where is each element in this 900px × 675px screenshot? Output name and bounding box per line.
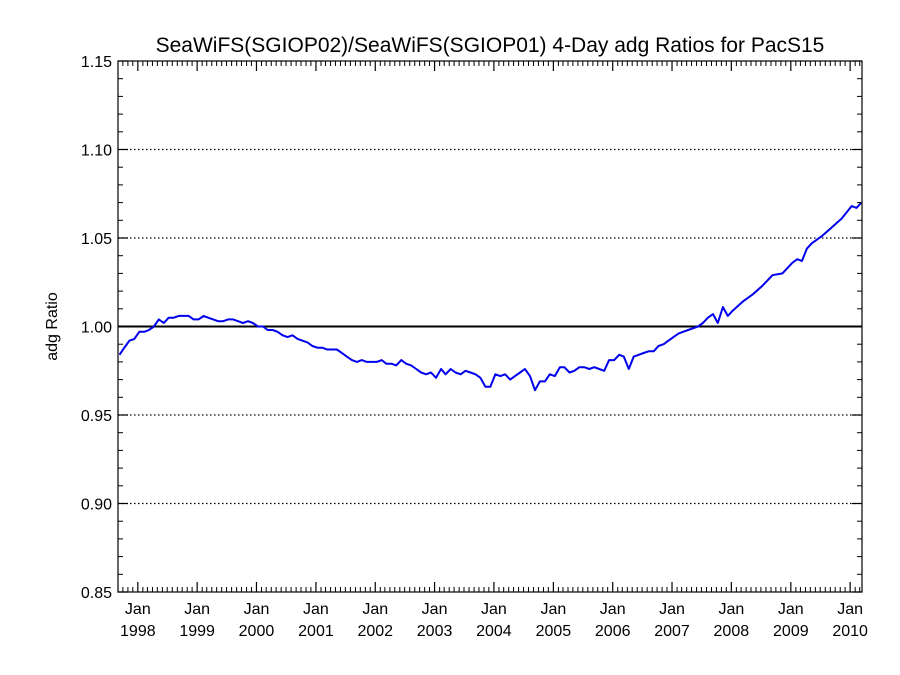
- x-tick-year-1: 1999: [179, 623, 215, 640]
- x-tick-month-0: Jan: [125, 601, 151, 618]
- y-tick-label-4: 1.05: [81, 231, 112, 248]
- y-tick-label-6: 1.15: [81, 54, 112, 71]
- x-tick-month-10: Jan: [718, 601, 744, 618]
- x-tick-year-3: 2001: [298, 623, 334, 640]
- x-tick-year-4: 2002: [357, 623, 393, 640]
- x-tick-month-8: Jan: [600, 601, 626, 618]
- x-tick-year-12: 2010: [832, 623, 868, 640]
- y-tick-label-2: 0.95: [81, 408, 112, 425]
- x-tick-year-2: 2000: [239, 623, 275, 640]
- x-tick-year-9: 2007: [654, 623, 690, 640]
- x-tick-month-12: Jan: [837, 601, 863, 618]
- x-axis: Jan 1998 Jan 1999 Jan 2000 Jan 2001 Jan 2002 Jan 20…: [117, 61, 868, 640]
- y-tick-label-3: 1.00: [81, 320, 112, 337]
- x-tick-month-1: Jan: [184, 601, 210, 618]
- x-tick-year-6: 2004: [476, 623, 512, 640]
- y-tick-label-0: 0.85: [81, 585, 112, 602]
- y-axis: 0.85 0.90 0.95 1.00 1.05 1.10 1.15: [81, 54, 862, 602]
- x-tick-year-8: 2006: [595, 623, 631, 640]
- chart-title: SeaWiFS(SGIOP02)/SeaWiFS(SGIOP01) 4-Day …: [156, 34, 825, 57]
- x-tick-month-3: Jan: [303, 601, 329, 618]
- x-tick-month-11: Jan: [778, 601, 804, 618]
- y-axis-label: adg Ratio: [44, 292, 61, 361]
- x-tick-month-4: Jan: [362, 601, 388, 618]
- x-tick-year-0: 1998: [120, 623, 156, 640]
- series-line-0: [118, 201, 862, 392]
- y-tick-label-5: 1.10: [81, 143, 112, 160]
- x-tick-year-10: 2008: [714, 623, 750, 640]
- x-tick-year-5: 2003: [417, 623, 453, 640]
- x-tick-month-2: Jan: [244, 601, 270, 618]
- x-tick-year-11: 2009: [773, 623, 809, 640]
- x-tick-year-7: 2005: [536, 623, 572, 640]
- x-tick-month-7: Jan: [540, 601, 566, 618]
- series-group: [118, 201, 862, 392]
- gridlines: [118, 148, 862, 505]
- x-tick-month-9: Jan: [659, 601, 685, 618]
- y-tick-label-1: 0.90: [81, 497, 112, 514]
- x-tick-month-5: Jan: [422, 601, 448, 618]
- x-tick-month-6: Jan: [481, 601, 507, 618]
